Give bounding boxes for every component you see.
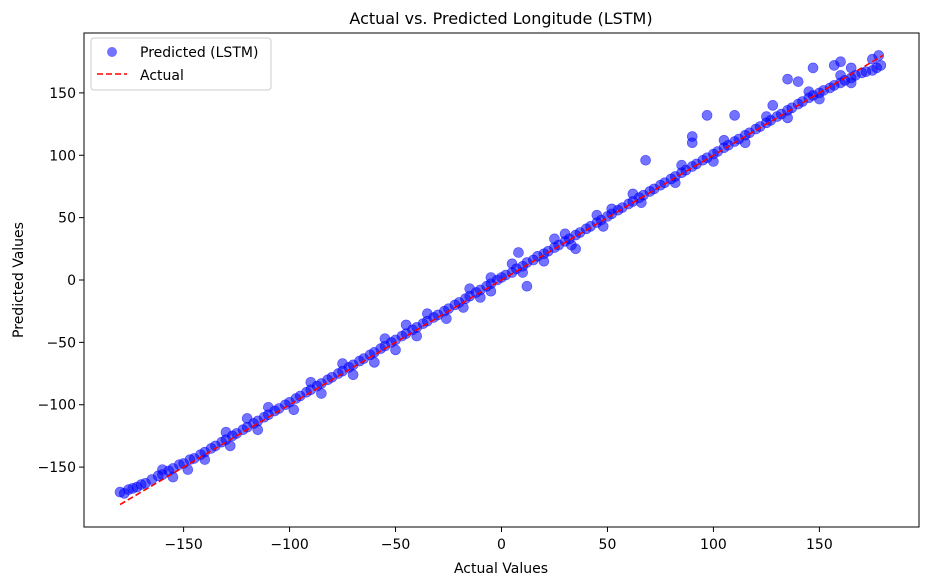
scatter-point [835, 56, 846, 67]
legend-label-predicted: Predicted (LSTM) [140, 45, 258, 61]
legend-marker-predicted [107, 47, 117, 57]
scatter-point [288, 404, 300, 416]
scatter-point [606, 203, 618, 215]
scatter-point [782, 112, 793, 124]
y-tick-label: −50 [46, 335, 76, 351]
scatter-point [729, 110, 740, 121]
scatter-point [636, 197, 647, 208]
scatter-point [379, 333, 391, 344]
scatter-point [263, 401, 274, 413]
scatter-point [718, 134, 730, 146]
scatter-point [845, 77, 857, 89]
actual-line [119, 54, 884, 506]
x-tick-label: 50 [599, 537, 617, 553]
ticks-layer: −150 −100 −50 0 50 100 150 −150 −100 −50 0 50 100 150 [38, 86, 833, 553]
scatter-point [517, 267, 528, 278]
scatter-point [347, 369, 359, 381]
scatter-point [538, 255, 550, 267]
scatter-point [199, 454, 211, 465]
scatter-point [792, 76, 804, 87]
scatter-point [761, 111, 772, 122]
x-tick-label: −150 [164, 537, 202, 553]
scatter-point [803, 86, 815, 97]
scatter-point [458, 302, 469, 313]
y-tick-label: −150 [38, 460, 76, 476]
scatter-point [167, 471, 179, 483]
scatter-point [220, 426, 232, 438]
scatter-point [686, 137, 698, 149]
scatter-point [252, 424, 264, 435]
scatter-point [591, 209, 603, 221]
scatter-point [767, 100, 779, 111]
scatter-point [305, 376, 317, 388]
scatter-point [676, 159, 687, 171]
x-tick-label: −100 [270, 537, 308, 553]
scatter-point [835, 70, 846, 81]
scatter-point [627, 188, 639, 200]
scatter-point [441, 313, 452, 324]
chart-title: Actual vs. Predicted Longitude (LSTM) [349, 9, 652, 28]
scatter-point [845, 62, 857, 74]
y-axis-label: Predicted Values [11, 222, 27, 338]
x-axis-label: Actual Values [454, 561, 548, 577]
scatter-point [390, 344, 401, 356]
x-tick-label: 100 [700, 537, 727, 553]
scatter-point [570, 243, 581, 255]
scatter-point [485, 285, 497, 297]
y-tick-label: −100 [38, 398, 76, 414]
scatter-point [597, 221, 609, 232]
scatter-point [182, 464, 194, 475]
legend-box [90, 37, 272, 91]
scatter-point [739, 137, 751, 149]
scatter-point [241, 413, 253, 424]
x-tick-label: 0 [497, 537, 506, 553]
y-tick-label: 0 [67, 273, 76, 289]
scatter-point [400, 319, 412, 331]
y-tick-label: 50 [58, 211, 76, 227]
scatter-point [875, 60, 887, 71]
scatter-point [701, 110, 713, 121]
scatter-point [807, 62, 819, 74]
scatter-point [782, 73, 793, 85]
y-tick-label: 150 [49, 86, 76, 102]
scatter-point [640, 154, 651, 166]
scatter-point [411, 330, 423, 342]
y-tick-label: 100 [49, 148, 76, 164]
scatter-point [559, 228, 571, 240]
scatter-point [513, 247, 524, 258]
scatter-point [422, 308, 433, 319]
scatter-point [157, 464, 168, 475]
scatter-point [521, 280, 533, 292]
x-tick-label: −50 [381, 537, 411, 553]
scatter-point [224, 440, 236, 452]
legend: Predicted (LSTM) Actual [90, 37, 272, 91]
scatter-point [506, 258, 518, 270]
x-tick-label: 150 [806, 537, 833, 553]
legend-label-actual: Actual [140, 68, 184, 84]
scatter-point [369, 357, 380, 368]
scatter-point [814, 93, 825, 105]
plot-frame [83, 32, 920, 528]
line-layer [119, 54, 884, 506]
scatter-point [485, 272, 497, 283]
scatter-point [316, 388, 327, 399]
scatter-point [464, 283, 476, 295]
scatter-point [549, 233, 560, 245]
scatter-point [337, 358, 348, 369]
points-layer [114, 50, 887, 499]
scatter-point [708, 156, 719, 167]
